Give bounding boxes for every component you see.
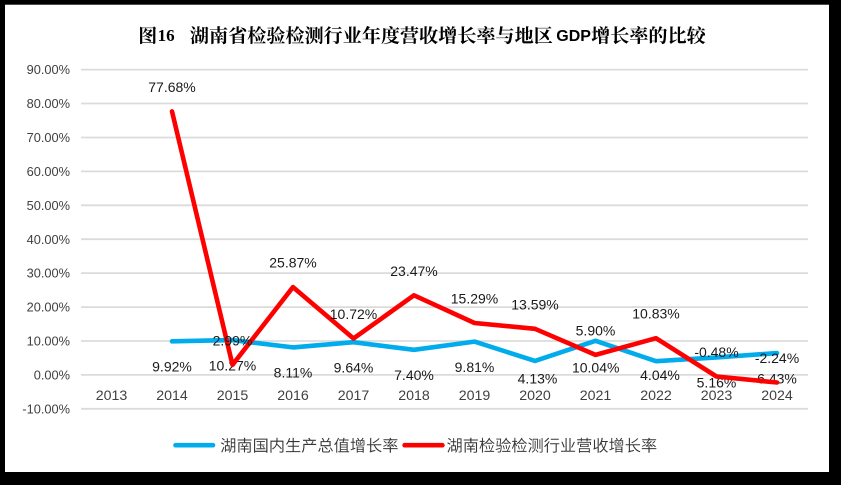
svg-text:40.00%: 40.00% bbox=[27, 232, 70, 247]
svg-text:-2.24%: -2.24% bbox=[755, 350, 799, 366]
svg-text:30.00%: 30.00% bbox=[27, 266, 70, 281]
svg-text:10.00%: 10.00% bbox=[27, 334, 70, 349]
svg-text:9.64%: 9.64% bbox=[334, 359, 374, 375]
svg-text:2019: 2019 bbox=[459, 388, 491, 404]
svg-text:50.00%: 50.00% bbox=[27, 198, 70, 213]
svg-text:20.00%: 20.00% bbox=[27, 300, 70, 315]
svg-text:0.00%: 0.00% bbox=[34, 368, 70, 383]
svg-text:10.83%: 10.83% bbox=[632, 306, 679, 322]
svg-text:2023: 2023 bbox=[701, 388, 733, 404]
svg-text:2017: 2017 bbox=[338, 388, 370, 404]
svg-text:25.87%: 25.87% bbox=[269, 255, 316, 271]
svg-text:-0.48%: -0.48% bbox=[694, 344, 738, 360]
svg-text:GDP: GDP bbox=[556, 28, 591, 45]
svg-text:9.81%: 9.81% bbox=[455, 359, 495, 375]
svg-text:2018: 2018 bbox=[398, 388, 430, 404]
svg-text:4.04%: 4.04% bbox=[640, 367, 680, 383]
svg-text:2020: 2020 bbox=[519, 388, 551, 404]
svg-text:-10.00%: -10.00% bbox=[22, 401, 70, 416]
svg-text:15.29%: 15.29% bbox=[451, 291, 498, 307]
svg-text:2013: 2013 bbox=[96, 388, 128, 404]
svg-text:10.72%: 10.72% bbox=[330, 306, 377, 322]
svg-text:13.59%: 13.59% bbox=[511, 296, 558, 312]
svg-text:90.00%: 90.00% bbox=[27, 62, 70, 77]
svg-text:10.04%: 10.04% bbox=[572, 360, 619, 376]
svg-text:80.00%: 80.00% bbox=[27, 96, 70, 111]
svg-text:2.99%: 2.99% bbox=[213, 332, 253, 348]
svg-text:77.68%: 77.68% bbox=[148, 79, 195, 95]
svg-text:2014: 2014 bbox=[156, 388, 188, 404]
svg-text:60.00%: 60.00% bbox=[27, 164, 70, 179]
svg-text:2022: 2022 bbox=[640, 388, 672, 404]
svg-text:5.90%: 5.90% bbox=[576, 322, 616, 338]
svg-text:23.47%: 23.47% bbox=[390, 263, 437, 279]
svg-text:2021: 2021 bbox=[580, 388, 612, 404]
svg-text:8.11%: 8.11% bbox=[274, 365, 313, 381]
svg-text:4.13%: 4.13% bbox=[518, 371, 558, 387]
svg-text:7.40%: 7.40% bbox=[394, 367, 434, 383]
svg-text:9.92%: 9.92% bbox=[152, 359, 192, 375]
svg-text:70.00%: 70.00% bbox=[27, 130, 70, 145]
svg-text:2024: 2024 bbox=[761, 388, 793, 404]
svg-text:16: 16 bbox=[158, 26, 175, 45]
svg-text:2016: 2016 bbox=[277, 388, 309, 404]
svg-text:2015: 2015 bbox=[217, 388, 249, 404]
